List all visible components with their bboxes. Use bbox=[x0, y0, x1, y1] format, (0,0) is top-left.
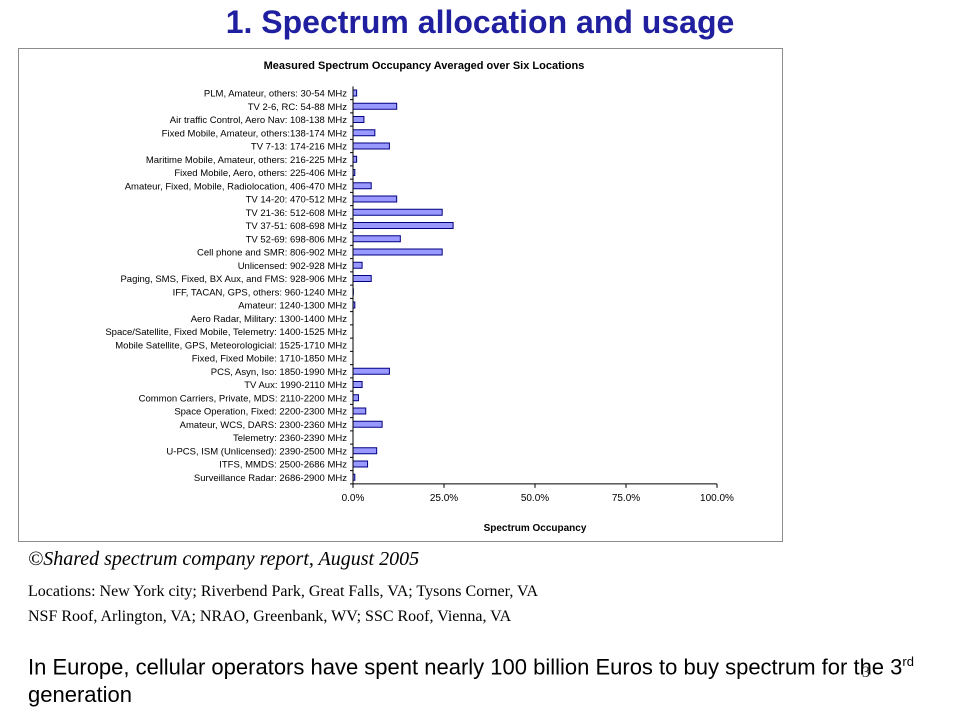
europe-text-end: generation bbox=[28, 682, 132, 708]
x-tick-label: 100.0% bbox=[700, 493, 734, 504]
bar bbox=[352, 407, 367, 415]
x-tick-label: 25.0% bbox=[430, 493, 458, 504]
category-label: Fixed Mobile, Amateur, others:138-174 MH… bbox=[162, 128, 348, 139]
category-label: Fixed, Fixed Mobile: 1710-1850 MHz bbox=[192, 354, 347, 365]
category-label: Unlicensed: 902-928 MHz bbox=[238, 261, 348, 272]
x-tick-label: 75.0% bbox=[612, 493, 640, 504]
category-label: U-PCS, ISM (Unlicensed): 2390-2500 MHz bbox=[166, 446, 347, 457]
category-label: Paging, SMS, Fixed, BX Aux, and FMS: 928… bbox=[120, 274, 347, 285]
category-label: IFF, TACAN, GPS, others: 960-1240 MHz bbox=[173, 287, 348, 298]
bar bbox=[352, 381, 363, 388]
category-label: Space Operation, Fixed: 2200-2300 MHz bbox=[174, 407, 347, 418]
bar bbox=[352, 116, 365, 123]
chart-container: Measured Spectrum Occupancy Averaged ove… bbox=[18, 48, 783, 542]
source-credit: ©Shared spectrum company report, August … bbox=[28, 548, 420, 570]
x-axis-title: Spectrum Occupancy bbox=[484, 523, 587, 534]
category-label: TV Aux: 1990-2110 MHz bbox=[244, 380, 347, 391]
category-label: Air traffic Control, Aero Nav: 108-138 M… bbox=[170, 115, 347, 126]
europe-superscript: rd bbox=[902, 654, 914, 669]
bars-layer bbox=[352, 89, 454, 481]
category-label: Amateur: 1240-1300 MHz bbox=[238, 301, 347, 312]
category-label: Aero Radar, Military: 1300-1400 MHz bbox=[191, 314, 348, 325]
bar bbox=[352, 208, 443, 216]
bar bbox=[352, 367, 390, 375]
bar bbox=[352, 89, 358, 97]
slide-title: 1. Spectrum allocation and usage bbox=[225, 4, 735, 40]
category-label: Mobile Satellite, GPS, Meteorologicial: … bbox=[115, 340, 347, 351]
bar bbox=[352, 182, 372, 190]
bar bbox=[352, 420, 383, 428]
category-label: Space/Satellite, Fixed Mobile, Telemetry… bbox=[105, 327, 347, 338]
category-label: Fixed Mobile, Aero, others: 225-406 MHz bbox=[174, 168, 347, 179]
category-label: TV 37-51: 608-698 MHz bbox=[246, 221, 348, 232]
bar bbox=[352, 248, 443, 256]
bar bbox=[352, 195, 398, 203]
bar bbox=[352, 275, 372, 282]
x-tick-label: 0.0% bbox=[342, 493, 365, 504]
bar bbox=[352, 222, 454, 229]
x-tick-label: 50.0% bbox=[521, 493, 549, 504]
bar bbox=[352, 460, 369, 468]
chart-title: Measured Spectrum Occupancy Averaged ove… bbox=[264, 60, 585, 72]
spectrum-occupancy-chart: Measured Spectrum Occupancy Averaged ove… bbox=[105, 60, 734, 534]
x-axis: 0.0% 25.0% 50.0% 75.0% 100.0% bbox=[342, 86, 734, 504]
category-label: PCS, Asyn, Iso: 1850-1990 MHz bbox=[211, 367, 347, 378]
slide-number: 3 bbox=[862, 664, 870, 681]
category-label: ITFS, MMDS: 2500-2686 MHz bbox=[219, 460, 347, 471]
category-label: TV 14-20: 470-512 MHz bbox=[246, 195, 348, 206]
bar bbox=[352, 394, 359, 402]
category-label: Cell phone and SMR: 806-902 MHz bbox=[197, 248, 347, 259]
category-label: TV 21-36: 512-608 MHz bbox=[246, 208, 348, 219]
category-label: Amateur, Fixed, Mobile, Radiolocation, 4… bbox=[125, 181, 348, 192]
category-label: Surveillance Radar: 2686-2900 MHz bbox=[194, 473, 347, 484]
category-label: TV 52-69: 698-806 MHz bbox=[246, 234, 348, 245]
category-label: TV 7-13: 174-216 MHz bbox=[251, 142, 347, 153]
bar bbox=[352, 102, 398, 110]
europe-text-main: In Europe, cellular operators have spent… bbox=[28, 654, 903, 680]
europe-note: In Europe, cellular operators have spent… bbox=[28, 648, 928, 709]
bar bbox=[352, 447, 378, 455]
bar bbox=[352, 155, 358, 163]
category-label: Amateur, WCS, DARS: 2300-2360 MHz bbox=[180, 420, 348, 431]
bar bbox=[352, 261, 363, 269]
category-label: Common Carriers, Private, MDS: 2110-2200… bbox=[139, 393, 348, 404]
locations-line-2: NSF Roof, Arlington, VA; NRAO, Greenbank… bbox=[28, 608, 512, 625]
category-label: TV 2-6, RC: 54-88 MHz bbox=[248, 102, 347, 113]
category-label: Telemetry: 2360-2390 MHz bbox=[233, 433, 347, 444]
bar bbox=[352, 235, 401, 243]
bar bbox=[352, 142, 390, 150]
bar bbox=[352, 129, 376, 137]
category-labels: PLM, Amateur, others: 30-54 MHz TV 2-6, R… bbox=[105, 89, 347, 484]
locations-line-1: Locations: New York city; Riverbend Park… bbox=[28, 583, 539, 600]
category-label: Maritime Mobile, Amateur, others: 216-22… bbox=[146, 155, 347, 166]
category-label: PLM, Amateur, others: 30-54 MHz bbox=[204, 89, 347, 100]
